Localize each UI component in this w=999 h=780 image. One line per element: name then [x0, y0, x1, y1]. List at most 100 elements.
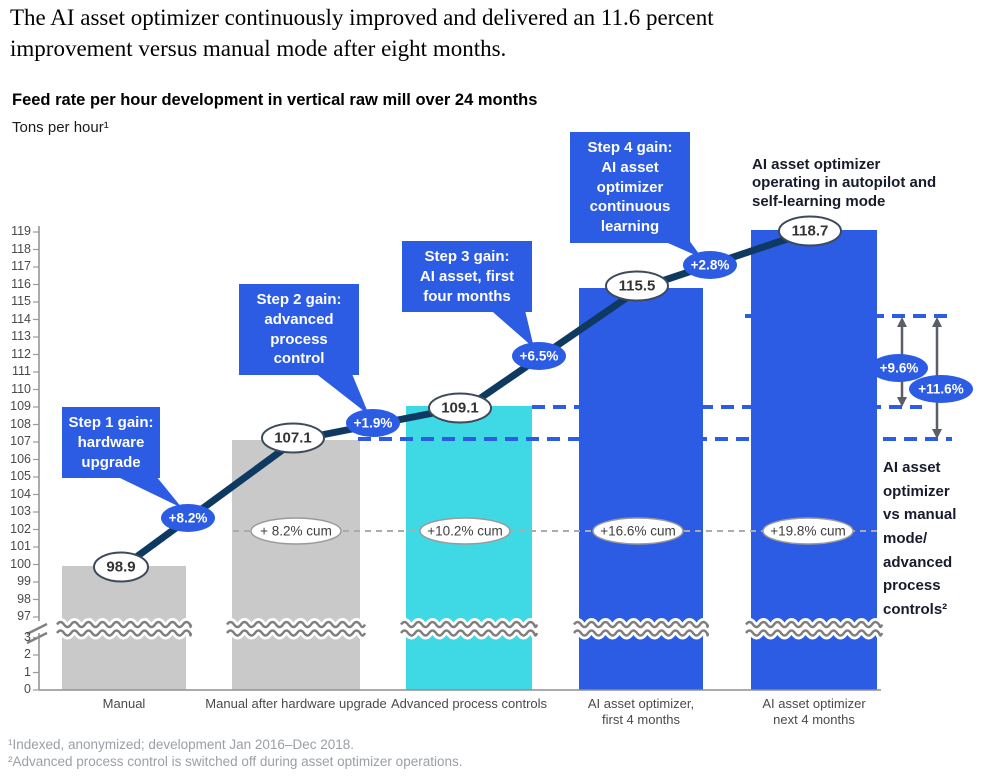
- chart-subtitle: Feed rate per hour development in vertic…: [12, 91, 538, 109]
- exhibit-title: The AI asset optimizer continuously impr…: [10, 2, 950, 64]
- step-gain-label-0: +8.2%: [169, 511, 208, 526]
- value-oval-4: [778, 215, 842, 247]
- y-tick-label: 103: [10, 504, 31, 518]
- y-tick-label: 111: [11, 364, 31, 378]
- step-gain-oval-2: [512, 342, 566, 370]
- text-line: controls²: [883, 601, 948, 619]
- y-tick-label: 97: [17, 609, 31, 623]
- y-tick-label: 3: [24, 629, 31, 644]
- comparison-oval-1: [909, 375, 973, 403]
- bar-4: [751, 230, 877, 690]
- step-gain-oval-0: [161, 504, 215, 532]
- footnote-1: ¹Indexed, anonymized; development Jan 20…: [8, 737, 354, 752]
- callout-tail-1: [310, 369, 369, 415]
- y-tick-label: 98: [17, 591, 31, 606]
- text-line: vs manual: [883, 506, 957, 524]
- y-tick-label: 112: [11, 346, 31, 361]
- text-line: AI asset: [883, 459, 941, 476]
- annotation-autopilot-mode: AI asset optimizer operating in autopilot…: [752, 156, 964, 211]
- step-gain-oval-1: [346, 409, 400, 437]
- chart-unit-label: Tons per hour¹: [12, 119, 109, 136]
- step-gain-oval-3: [683, 251, 737, 279]
- text-line: hardware: [77, 433, 145, 451]
- comparison-label-1: +11.6%: [918, 382, 963, 397]
- annotation-vs-manual-mode: AI asset optimizer vs manual mode/advanced p…: [883, 456, 995, 622]
- bar-break-squiggle-0: [56, 620, 193, 629]
- category-label-3: AI asset optimizer, first 4 months: [541, 696, 741, 728]
- comparison-oval-0: [870, 354, 928, 382]
- arrow-head-down: [897, 397, 907, 407]
- category-label-1: Manual after hardware upgrade: [196, 696, 396, 712]
- bar-break-squiggle-1: [226, 620, 367, 629]
- y-tick-label: 100: [10, 556, 31, 571]
- callout-tail-2: [486, 306, 534, 348]
- y-tick-label: 0: [24, 682, 31, 696]
- text-line: four months: [423, 287, 511, 305]
- step-gain-label-3: +2.8%: [691, 258, 730, 273]
- y-tick-label: 110: [11, 381, 31, 396]
- cumulative-label-1: +10.2% cum: [427, 524, 502, 539]
- arrow-head-up: [932, 317, 942, 327]
- category-label-line: next 4 months: [773, 712, 855, 727]
- bar-break-squiggle-3: [573, 620, 710, 629]
- callout-step2-gain: Step 2 gain: advanced process control: [239, 284, 359, 376]
- text-line: AI asset: [601, 158, 659, 176]
- cumulative-label-3: +19.8% cum: [770, 524, 845, 539]
- category-label-line: Manual: [102, 696, 146, 711]
- text-line: learning: [600, 218, 660, 236]
- text-line: Step 4 gain:: [587, 139, 673, 156]
- bar-break-squiggle-3: [573, 629, 710, 637]
- category-label-line: AI asset optimizer,: [587, 696, 695, 711]
- y-tick-label: 109: [10, 399, 31, 413]
- y-tick-label: 105: [10, 469, 31, 483]
- callout-step4-gain: Step 4 gain: AI asset optimizer continuous l…: [570, 132, 690, 243]
- y-tick-label: 116: [11, 276, 31, 291]
- value-label-2: 109.1: [441, 400, 479, 417]
- y-tick-label: 115: [11, 294, 31, 308]
- callout-step3-gain: Step 3 gain: AI asset, first four months: [402, 241, 532, 313]
- text-line: optimizer: [596, 178, 664, 196]
- y-tick-label: 102: [10, 521, 31, 536]
- bar-break-squiggle-2: [400, 629, 539, 637]
- text-line: self-learning mode: [752, 192, 886, 210]
- text-line: AI asset optimizer: [752, 156, 881, 173]
- y-tick-label: 114: [11, 311, 31, 326]
- value-label-0: 98.9: [106, 559, 135, 576]
- footnote-2: ²Advanced process control is switched of…: [8, 754, 463, 769]
- bar-break-squiggle-1: [226, 629, 367, 637]
- y-tick-label: 1: [24, 664, 31, 679]
- text-line: process: [270, 330, 328, 348]
- value-oval-3: [605, 270, 669, 302]
- category-label-4: AI asset optimizer next 4 months: [714, 696, 914, 728]
- value-oval-1: [261, 422, 325, 454]
- y-tick-label: 118: [11, 241, 31, 256]
- category-label-line: Manual after hardware upgrade: [205, 696, 387, 711]
- y-tick-label: 117: [11, 259, 31, 273]
- value-oval-2: [428, 392, 492, 424]
- arrow-head-up: [897, 317, 907, 327]
- text-line: operating in autopilot and: [752, 174, 937, 192]
- text-line: upgrade: [81, 453, 141, 471]
- text-line: process: [883, 577, 941, 595]
- cumulative-oval-0: [250, 517, 342, 545]
- value-label-3: 115.5: [619, 278, 656, 295]
- value-label-4: 118.7: [792, 223, 829, 240]
- comparison-label-0: +9.6%: [880, 361, 919, 376]
- callout-tail-0: [116, 476, 182, 508]
- y-tick-label: 108: [10, 416, 31, 431]
- text-line: Step 3 gain:: [424, 248, 510, 265]
- bar-break-squiggle-4: [745, 620, 884, 629]
- y-tick-label: 99: [17, 574, 31, 588]
- cumulative-label-2: +16.6% cum: [600, 524, 675, 539]
- bar-break-squiggle-2: [400, 620, 539, 629]
- category-label-2: Advanced process controls: [369, 696, 569, 712]
- cumulative-oval-3: [762, 517, 854, 545]
- bar-break-squiggle-4: [745, 629, 884, 637]
- value-oval-0: [93, 551, 149, 583]
- text-line: optimizer: [883, 482, 950, 500]
- y-tick-label: 101: [10, 539, 31, 553]
- exhibit-title-line1: The AI asset optimizer continuously impr…: [10, 5, 714, 30]
- text-line: advanced: [883, 553, 953, 571]
